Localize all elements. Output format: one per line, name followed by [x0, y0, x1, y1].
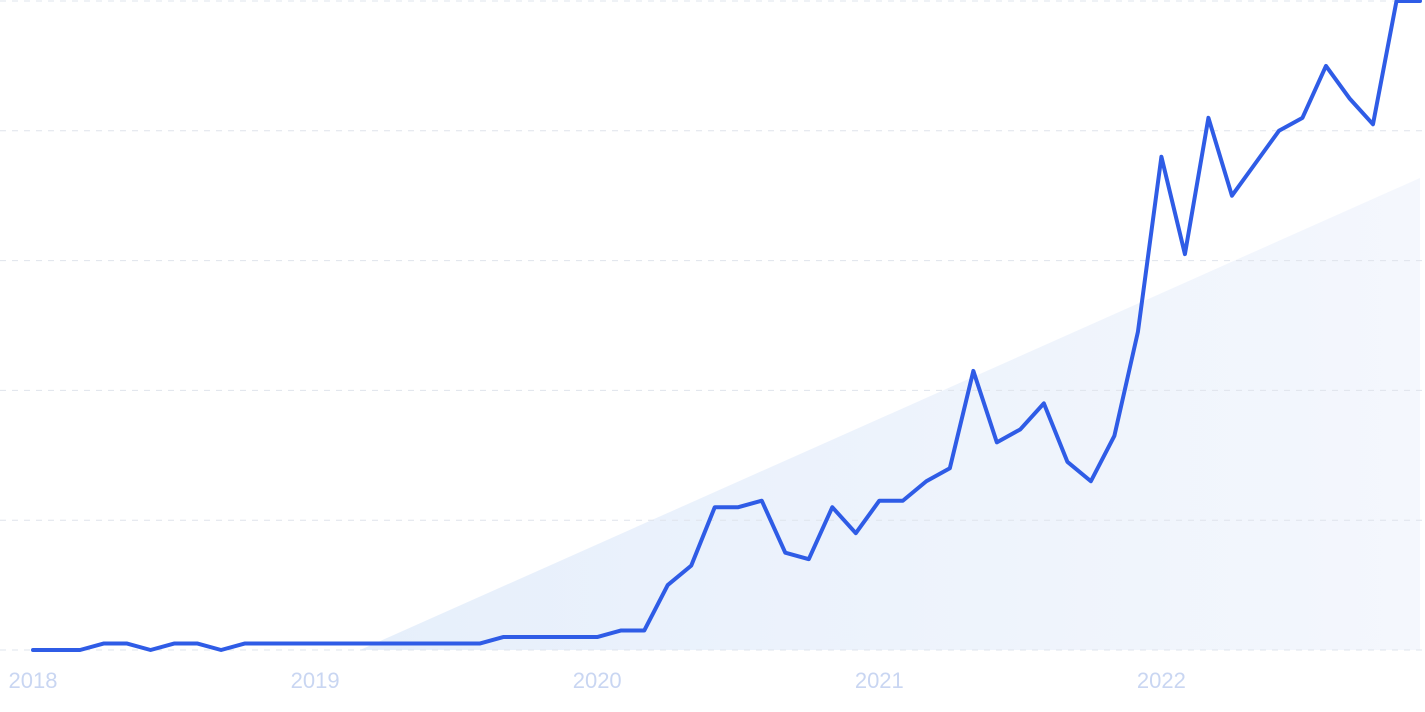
line [31, 0, 1422, 652]
trend-area [360, 178, 1420, 650]
x-tick-label: 2021 [855, 668, 904, 693]
x-tick-label: 2018 [9, 668, 58, 693]
x-tick-label: 2020 [573, 668, 622, 693]
x-tick-label: 2019 [291, 668, 340, 693]
x-tick-label: 2022 [1137, 668, 1186, 693]
